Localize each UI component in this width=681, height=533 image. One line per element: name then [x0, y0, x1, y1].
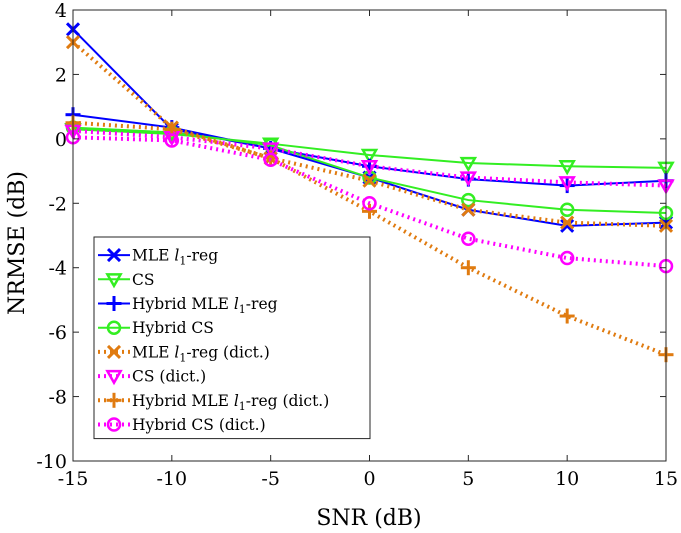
data-point — [461, 192, 476, 208]
y-tick-label: -6 — [48, 322, 67, 344]
data-point — [362, 196, 377, 211]
data-point — [461, 202, 476, 217]
data-point — [461, 231, 476, 246]
x-tick-label: 15 — [654, 468, 678, 490]
x-tick-label: 5 — [462, 468, 474, 490]
data-point — [459, 171, 478, 187]
data-point — [360, 160, 379, 176]
legend-marker — [106, 344, 122, 359]
y-tick-label: -10 — [36, 451, 67, 473]
legend-marker — [106, 392, 122, 408]
legend-entry: Hybrid MLE l1-reg — [98, 295, 278, 316]
data-point — [559, 308, 575, 324]
legend-entry: CS (dict.) — [98, 368, 206, 386]
y-axis-label: NRMSE (dB) — [5, 171, 30, 315]
data-point — [263, 152, 278, 168]
legend-entry: Hybrid MLE l1-reg (dict.) — [98, 392, 329, 413]
legend-marker — [105, 273, 123, 289]
data-point — [362, 173, 377, 188]
legend-entry: CS — [98, 271, 154, 289]
x-tick-label: 0 — [363, 468, 375, 490]
legend-label: Hybrid MLE l1-reg (dict.) — [132, 392, 329, 413]
y-tick-label: -8 — [48, 387, 67, 409]
legend-entry: MLE l1-reg — [98, 247, 218, 268]
legend-label: Hybrid CS (dict.) — [132, 416, 266, 434]
data-point — [560, 215, 575, 230]
data-point — [460, 260, 476, 276]
legend-label: MLE l1-reg — [132, 247, 218, 268]
data-point — [459, 156, 478, 173]
x-tick-label: -15 — [58, 468, 89, 490]
legend-marker — [106, 417, 122, 432]
legend-label: MLE l1-reg (dict.) — [132, 343, 270, 364]
x-tick-label: -10 — [157, 468, 188, 490]
legend-label: CS (dict.) — [132, 368, 206, 386]
data-series — [64, 22, 675, 363]
data-point — [559, 202, 575, 217]
data-point — [558, 160, 576, 176]
y-tick-label: 4 — [55, 0, 67, 22]
x-tick-label: 10 — [555, 468, 579, 490]
legend-label: Hybrid MLE l1-reg — [132, 295, 278, 316]
y-tick-label: 0 — [55, 129, 67, 151]
legend-marker — [106, 320, 122, 335]
data-point — [362, 203, 377, 219]
series-line — [72, 135, 667, 269]
y-tick-label: -4 — [48, 258, 67, 280]
x-tick-label: -5 — [261, 468, 280, 490]
legend-label: Hybrid CS — [132, 319, 214, 337]
legend-entry: MLE l1-reg (dict.) — [98, 343, 270, 364]
legend: MLE l1-reg CS Hybrid MLE l1-reg Hybrid CS ML… — [93, 236, 371, 440]
legend-marker — [105, 369, 123, 386]
y-tick-label: 2 — [55, 64, 67, 86]
legend-entry: Hybrid CS (dict.) — [98, 416, 266, 434]
legend-box — [93, 236, 371, 440]
legend-marker — [106, 248, 122, 263]
data-point — [559, 250, 575, 266]
legend-marker — [106, 296, 122, 311]
axes-frame — [72, 9, 667, 462]
y-tick-label: -2 — [48, 193, 67, 215]
data-point — [360, 148, 379, 165]
data-point — [558, 176, 576, 192]
x-axis-label: SNR (dB) — [316, 506, 421, 531]
data-point — [261, 142, 280, 158]
data-point — [164, 133, 180, 148]
legend-entry: Hybrid CS — [98, 319, 214, 337]
legend-label: CS — [132, 271, 154, 289]
